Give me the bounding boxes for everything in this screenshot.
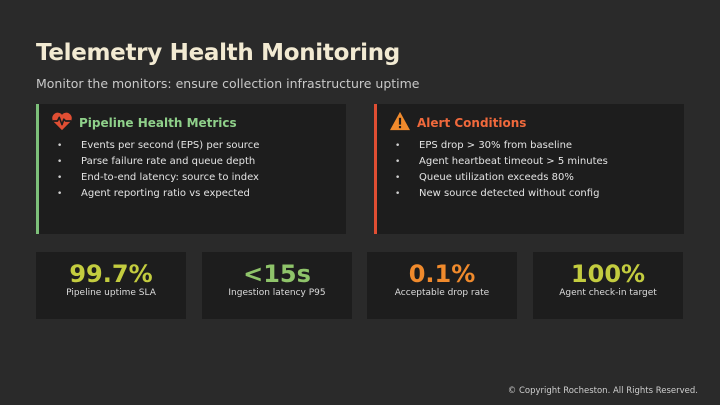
- warning-icon: [389, 111, 411, 135]
- stat-value: 99.7%: [69, 260, 153, 288]
- page-subtitle: Monitor the monitors: ensure collection …: [36, 76, 420, 91]
- stat-card-uptime: 99.7% Pipeline uptime SLA: [36, 252, 186, 319]
- list-item: Queue utilization exceeds 80%: [395, 170, 684, 186]
- panel-title: Alert Conditions: [417, 116, 527, 130]
- alert-conditions-panel: Alert Conditions EPS drop > 30% from bas…: [374, 104, 684, 234]
- page-title: Telemetry Health Monitoring: [36, 40, 400, 66]
- list-item: Agent heartbeat timeout > 5 minutes: [395, 154, 684, 170]
- list-item: Agent reporting ratio vs expected: [57, 186, 346, 202]
- heartbeat-icon: [51, 111, 73, 135]
- list-item: End-to-end latency: source to index: [57, 170, 346, 186]
- stat-card-drop-rate: 0.1% Acceptable drop rate: [367, 252, 517, 319]
- stat-card-check-in: 100% Agent check-in target: [533, 252, 683, 319]
- stat-card-latency: <15s Ingestion latency P95: [202, 252, 352, 319]
- list-item: New source detected without config: [395, 186, 684, 202]
- pipeline-health-panel: Pipeline Health Metrics Events per secon…: [36, 104, 346, 234]
- stat-label: Agent check-in target: [559, 288, 657, 298]
- stat-label: Acceptable drop rate: [394, 288, 490, 298]
- list-item: EPS drop > 30% from baseline: [395, 138, 684, 154]
- stat-value: <15s: [243, 260, 311, 288]
- copyright-footer: © Copyright Rocheston. All Rights Reserv…: [507, 386, 698, 396]
- stat-label: Ingestion latency P95: [228, 288, 326, 298]
- stat-value: 0.1%: [408, 260, 476, 288]
- list-item: Parse failure rate and queue depth: [57, 154, 346, 170]
- stat-label: Pipeline uptime SLA: [66, 288, 156, 298]
- panel-title: Pipeline Health Metrics: [79, 116, 237, 130]
- stat-value: 100%: [570, 260, 646, 288]
- list-item: Events per second (EPS) per source: [57, 138, 346, 154]
